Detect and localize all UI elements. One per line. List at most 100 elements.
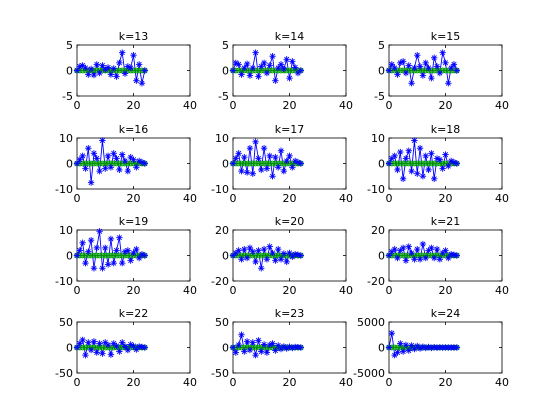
- reference-point: [110, 252, 117, 259]
- stem-point-stroke: [105, 153, 111, 159]
- stem-point: [394, 254, 401, 262]
- subplot-title: k=23: [275, 307, 305, 320]
- stem-point: [442, 59, 449, 67]
- y-tick-label: 0: [66, 158, 73, 171]
- stem-point-stroke: [406, 148, 412, 154]
- stem-point: [252, 49, 259, 56]
- stem-point: [85, 339, 92, 346]
- stem-point: [93, 244, 100, 252]
- stem-point-stroke: [286, 75, 293, 81]
- stem-point-stroke: [130, 157, 137, 163]
- stem-point-stroke: [253, 259, 259, 265]
- x-tick-label: 40: [495, 376, 509, 389]
- stem-point-stroke: [394, 167, 401, 173]
- stem-point-stroke: [91, 265, 97, 271]
- stem-point-stroke: [253, 50, 259, 56]
- stem-point-stroke: [82, 260, 89, 266]
- subplot-title: k=21: [431, 215, 461, 228]
- stem-point: [246, 72, 254, 79]
- stem-point-stroke: [406, 244, 412, 250]
- x-tick-label: 0: [74, 192, 81, 205]
- stem-point: [439, 165, 446, 172]
- stem-point-stroke: [451, 61, 457, 67]
- stem-point-stroke: [80, 62, 86, 68]
- stem-point-stroke: [298, 252, 304, 259]
- y-tick-label: 0: [378, 342, 385, 355]
- reference-point: [420, 160, 426, 167]
- reference-point: [286, 67, 293, 74]
- stem-point: [104, 152, 112, 160]
- x-tick-label: 0: [230, 192, 237, 205]
- stem-point-stroke: [267, 153, 273, 159]
- stem-point-stroke: [411, 65, 417, 71]
- reference-point: [105, 252, 111, 259]
- stem-point-stroke: [136, 158, 142, 164]
- stem-point-stroke: [286, 250, 293, 256]
- stem-point-stroke: [122, 71, 128, 77]
- x-tick-label: 40: [183, 99, 197, 112]
- stem-point-stroke: [269, 53, 276, 59]
- stem-point: [124, 167, 132, 175]
- stem-point-stroke: [128, 258, 134, 264]
- reference-point: [400, 252, 407, 259]
- x-tick-label: 40: [495, 99, 509, 112]
- y-tick-label: -20: [367, 275, 385, 288]
- stem-point-stroke: [448, 251, 454, 257]
- stem-point: [99, 265, 106, 272]
- stem-point-stroke: [74, 160, 80, 167]
- stem-point: [297, 252, 304, 259]
- reference-point: [431, 160, 438, 167]
- stem-point-stroke: [431, 176, 437, 182]
- stem-point-stroke: [142, 67, 148, 74]
- stem-point-stroke: [142, 252, 148, 259]
- x-tick-label: 40: [183, 376, 197, 389]
- stem-point-stroke: [233, 155, 239, 161]
- stem-point: [82, 351, 89, 359]
- stem-point-stroke: [423, 60, 429, 66]
- stem-point: [272, 257, 279, 264]
- stem-point: [436, 69, 444, 77]
- stem-point: [127, 257, 134, 264]
- stem-point-stroke: [264, 350, 270, 356]
- stem-point-stroke: [238, 332, 245, 338]
- stem-point-stroke: [392, 153, 398, 159]
- stem-point: [385, 252, 393, 259]
- stem-point: [119, 259, 126, 267]
- stem-point-stroke: [292, 251, 298, 257]
- stem-point-stroke: [77, 247, 83, 253]
- stem-point: [263, 165, 271, 172]
- stem-point: [87, 65, 95, 73]
- reference-point: [425, 160, 432, 167]
- stem-point: [416, 63, 424, 70]
- stem-point: [124, 247, 132, 254]
- stem-point: [391, 245, 398, 253]
- stem-point: [439, 249, 446, 257]
- x-tick-label: 0: [74, 284, 81, 297]
- stem-point-stroke: [128, 65, 134, 71]
- stem-point-stroke: [139, 80, 145, 86]
- stem-point: [113, 342, 120, 350]
- y-tick-label: 5000: [357, 316, 385, 329]
- stem-point-stroke: [414, 171, 420, 177]
- reference-point: [235, 67, 242, 74]
- stem-point-stroke: [236, 342, 242, 348]
- stem-point: [141, 67, 148, 74]
- stem-point: [419, 173, 427, 180]
- stem-point: [283, 258, 290, 266]
- stem-point: [110, 259, 117, 267]
- stem-point: [266, 152, 273, 160]
- stem-point: [241, 348, 248, 355]
- stem-point-stroke: [394, 72, 401, 78]
- stem-point: [391, 152, 398, 160]
- stem-point-stroke: [94, 350, 100, 356]
- y-tick-label: -5000: [353, 367, 385, 380]
- stem-point-stroke: [74, 252, 80, 259]
- stem-point: [385, 344, 393, 351]
- stem-point-stroke: [428, 245, 434, 251]
- stem-point-stroke: [139, 251, 145, 257]
- stem-point: [260, 245, 268, 253]
- stem-point-stroke: [255, 155, 261, 161]
- stem-point: [79, 239, 86, 246]
- stem-point-stroke: [241, 154, 247, 160]
